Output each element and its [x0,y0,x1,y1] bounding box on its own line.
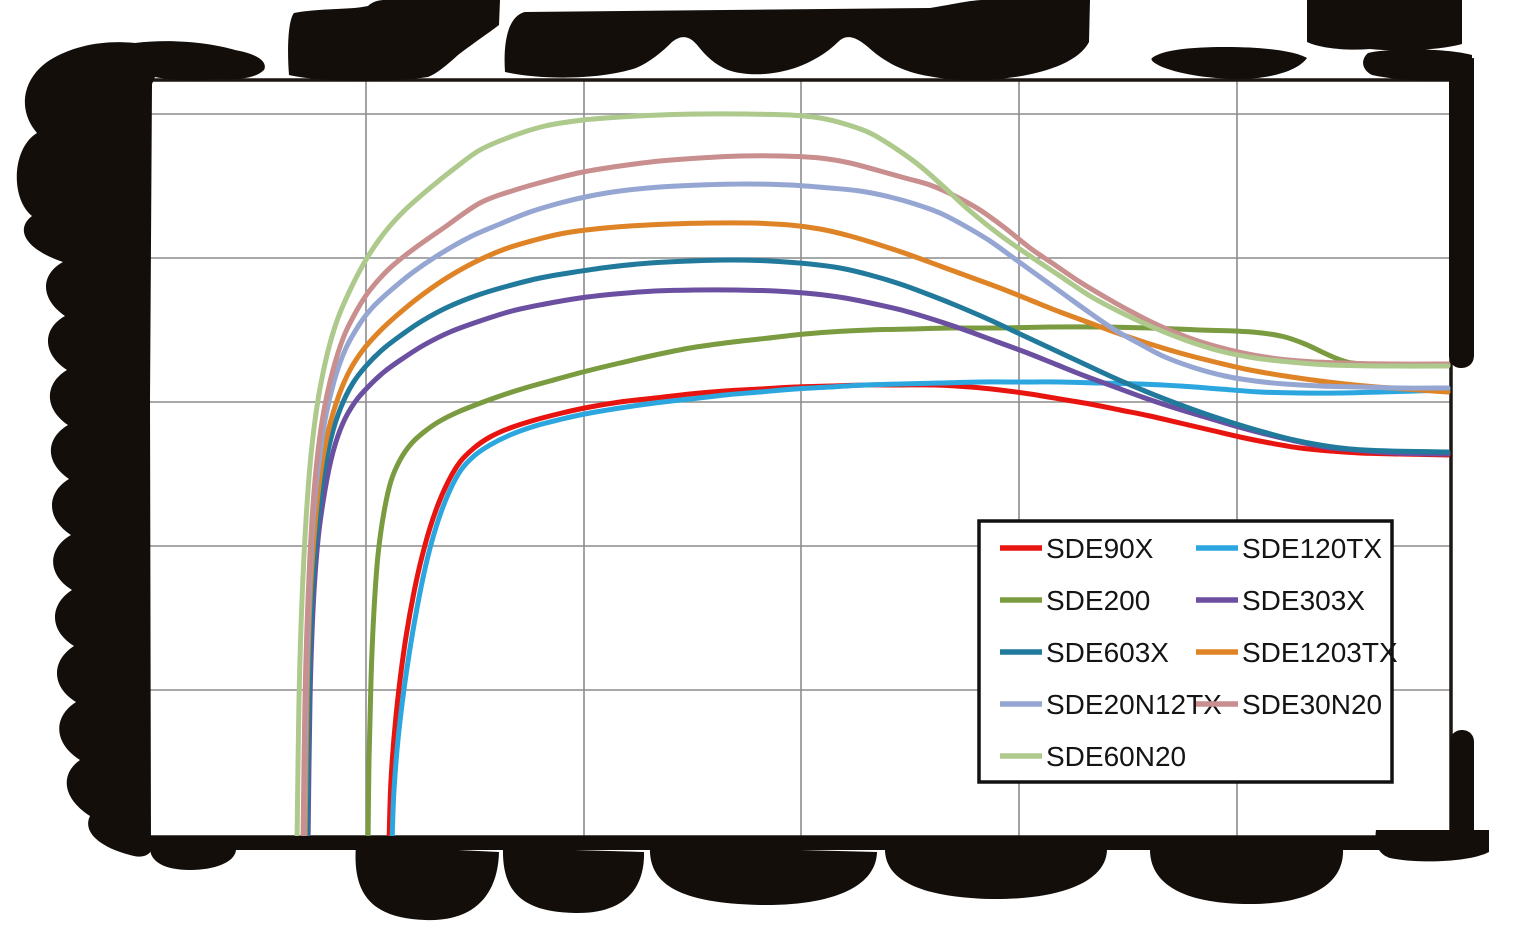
blob-bottom-label-0 [150,848,236,870]
series-line-SDE60N20 [294,111,1451,837]
legend-label-SDE603X: SDE603X [1046,637,1169,668]
blob-bottom-label-2 [502,848,645,914]
blob-top-label-4 [1363,49,1472,81]
legend-item-SDE603X: SDE603X [1000,637,1169,668]
blob-top-label-3 [1151,47,1307,79]
blob-bottom-label-1 [355,845,499,921]
series-line-SDE1203TX [302,220,1451,837]
legend-label-SDE200: SDE200 [1046,585,1150,616]
legend-label-SDE303X: SDE303X [1242,585,1365,616]
series-line-SDE120TX [389,379,1451,837]
legend-item-SDE200: SDE200 [1000,585,1150,616]
legend-box: SDE90X SDE120TX SDE200 SDE303X SDE603X SDE120… [977,519,1398,784]
blob-left-axis-labels [16,41,265,857]
legend-item-SDE120TX: SDE120TX [1196,533,1382,564]
series-curves [294,111,1451,837]
redaction-blobs [16,0,1489,921]
blob-top-label-2 [504,0,1091,81]
legend-label-SDE1203TX: SDE1203TX [1242,637,1398,668]
blob-right-lower [1450,730,1474,850]
legend-item-SDE20N12TX: SDE20N12TX [1000,689,1222,720]
series-line-SDE20N12TX [301,181,1451,837]
series-line-SDE303X [305,287,1451,837]
blob-bottom-label-5 [1149,848,1344,905]
blob-top-right-corner [1307,0,1462,51]
series-line-SDE30N20 [300,153,1451,837]
legend-item-SDE30N20: SDE30N20 [1196,689,1382,720]
blob-right-axis-labels [1449,58,1474,368]
legend-item-SDE303X: SDE303X [1196,585,1365,616]
legend-frame [977,519,1394,784]
blob-bottom-label-4 [884,848,1107,900]
legend-label-SDE120TX: SDE120TX [1242,533,1382,564]
legend-label-SDE30N20: SDE30N20 [1242,689,1382,720]
legend-label-SDE20N12TX: SDE20N12TX [1046,689,1222,720]
blob-bottom-label-6 [1375,830,1489,862]
blob-bottom-label-3 [649,846,877,906]
legend-items: SDE90X SDE120TX SDE200 SDE303X SDE603X SDE120… [1000,533,1398,772]
legend-item-SDE90X: SDE90X [1000,533,1154,564]
blob-bottom-strip [142,836,1452,850]
legend-item-SDE60N20: SDE60N20 [1000,741,1186,772]
series-line-SDE603X [304,257,1451,837]
legend-item-SDE1203TX: SDE1203TX [1196,637,1398,668]
legend-label-SDE90X: SDE90X [1046,533,1154,564]
blob-top-label-1 [288,0,500,81]
legend-label-SDE60N20: SDE60N20 [1046,741,1186,772]
series-line-SDE200 [365,324,1451,837]
